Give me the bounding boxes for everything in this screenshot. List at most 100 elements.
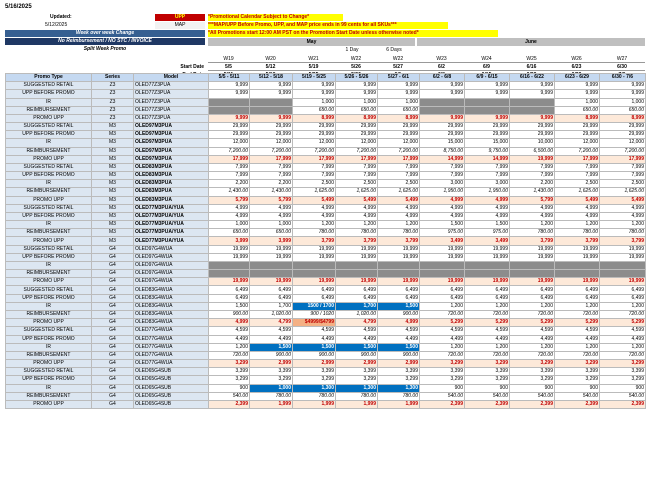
table-cell: 1,500 [377,301,420,311]
table-cell: 6,499 [249,285,293,295]
table-cell: 3,799 [554,236,600,246]
table-cell: 19,999 [208,252,250,262]
table-cell: 19,999 [419,277,465,287]
column-header: 6/16 - 6/22 [509,72,555,83]
table-cell: 29,999 [554,130,600,140]
table-cell: 1,200 [419,342,465,352]
table-cell: 9,999 [464,89,510,99]
week-row: W19 W20 W21 W22 W22 W23 W24 W25 W26 W27 [5,56,645,63]
table-row: IR M3 OLED77M3PUA/YUA 1,000 1,000 1,200 1,200 1… [5,220,646,230]
table-cell [509,269,555,279]
table-cell: G4 [91,326,134,336]
table-cell: G4 [91,350,134,361]
column-header: 5/27 - 6/1 [377,72,420,83]
table-cell: 1,500 [335,342,378,352]
start-row: Start Date 5/5 5/12 5/19 5/26 5/27 6/2 6/9 6/16 6… [5,64,645,71]
table-cell: OLED97G4WUA [133,269,209,279]
wkrow-cell: W21 [292,56,335,63]
table-cell: OLED83G4WUA [133,309,209,320]
table-cell: 3,299 [599,375,646,385]
table-cell: 1,200 [554,301,600,311]
table-cell: 29,999 [292,122,336,132]
table-cell [249,97,293,107]
table-cell: OLED65G4SUB [133,383,209,393]
table-row: REIMBURSEMENT M3 OLED77M3PUA/YUA 650.00 650.… [5,228,646,238]
table-cell: 19,999 [599,244,646,254]
table-cell: 900 [464,383,510,393]
table-cell: 2,200 [208,179,250,189]
table-cell: 3,499 [464,236,510,246]
table-cell: 9,999 [554,89,600,99]
table-cell: IR [5,97,92,107]
table-cell: 1,500 [292,342,336,352]
table-cell: 5,499 [292,195,336,205]
table-cell: 4,599 [554,326,600,336]
table-cell: OLED83G4WUA [133,285,209,295]
table-cell: 17,999 [599,154,646,164]
table-cell: 9,999 [249,89,293,99]
table-row: PROMO UPP M3 OLED77M3PUA/YUA 3,999 3,999 3,79… [5,236,646,246]
table-cell: 780.00 [335,228,378,238]
table-cell: 780.00 [377,228,420,238]
table-cell: 7,999 [599,162,646,173]
table-cell: 540.00 [208,391,250,401]
table-cell: 1,625.00 [554,187,600,197]
table-cell: 8,999 [377,113,420,124]
table-cell: 12,000 [599,138,646,148]
table-cell [335,269,378,279]
table-cell: 2,999 [249,359,293,369]
table-cell: 6,499 [335,285,378,295]
table-cell: 2,500 [377,179,420,189]
table-cell: 9,999 [599,81,646,91]
table-cell: 9,999 [509,81,555,91]
table-cell: G4 [91,277,134,287]
table-cell: G4 [91,391,134,401]
table-cell: 2,399 [599,399,646,410]
table-cell: 12,000 [292,138,336,148]
table-cell: 9,999 [249,81,293,91]
table-cell: OLED77G4WUA [133,359,209,369]
table-cell: 540.00 [464,391,510,401]
table-cell: 29,999 [419,130,465,140]
wkrow-cell: W27 [599,56,645,63]
table-cell: 975.00 [419,228,465,238]
table-cell: 4,999 [419,203,465,213]
table-cell: 4,999 [509,203,555,213]
table-cell: 1,000 [249,220,293,230]
wkrow-cell: W23 [419,56,464,63]
table-cell: 1,500 [208,301,250,311]
table-cell: 19,999 [335,244,378,254]
table-cell: 2,500 [292,179,336,189]
table-cell: 3,299 [419,375,465,385]
table-cell: 1,300 [377,383,420,393]
table-cell: M3 [91,146,134,156]
table-cell: 3,299 [464,359,510,369]
table-cell [599,269,646,279]
wkrow-cell: W20 [249,56,292,63]
table-cell: 5,799 [509,195,555,205]
table-cell: M3 [91,228,134,238]
table-cell: 3,299 [599,359,646,369]
table-cell: OLED77M3PUA/YUA [133,203,209,213]
table-cell: 1,200 [509,342,555,352]
table-cell: PROMO UPP [5,277,92,287]
table-cell: 15,000 [464,138,510,148]
table-cell: REIMBURSEMENT [5,350,92,361]
table-cell: 4,999 [335,203,378,213]
table-cell: 6,499 [419,293,465,303]
table-cell [249,105,293,115]
legend-week-change: Week over week Change [5,30,205,37]
table-cell: 4,599 [464,326,510,336]
table-row: REIMBURSEMENT M3 OLED97M3PUA 7,200.00 7,200.… [5,146,646,156]
table-cell: 650.00 [554,105,600,115]
table-cell: 7,200.00 [292,146,336,156]
table-cell: 5,799 [249,195,293,205]
table-cell: 9,999 [464,113,510,124]
strow-cell: 6/2 [419,64,464,71]
table-row: SUGGESTED RETAIL M3 OLED77M3PUA/YUA 4,999 4,… [5,203,646,213]
table-cell [335,260,378,271]
label-one-day: 1 Day [345,47,359,53]
table-cell: IR [5,383,92,393]
updated-value: 5/12/2025 [45,22,68,28]
table-cell: 650.00 [249,228,293,238]
